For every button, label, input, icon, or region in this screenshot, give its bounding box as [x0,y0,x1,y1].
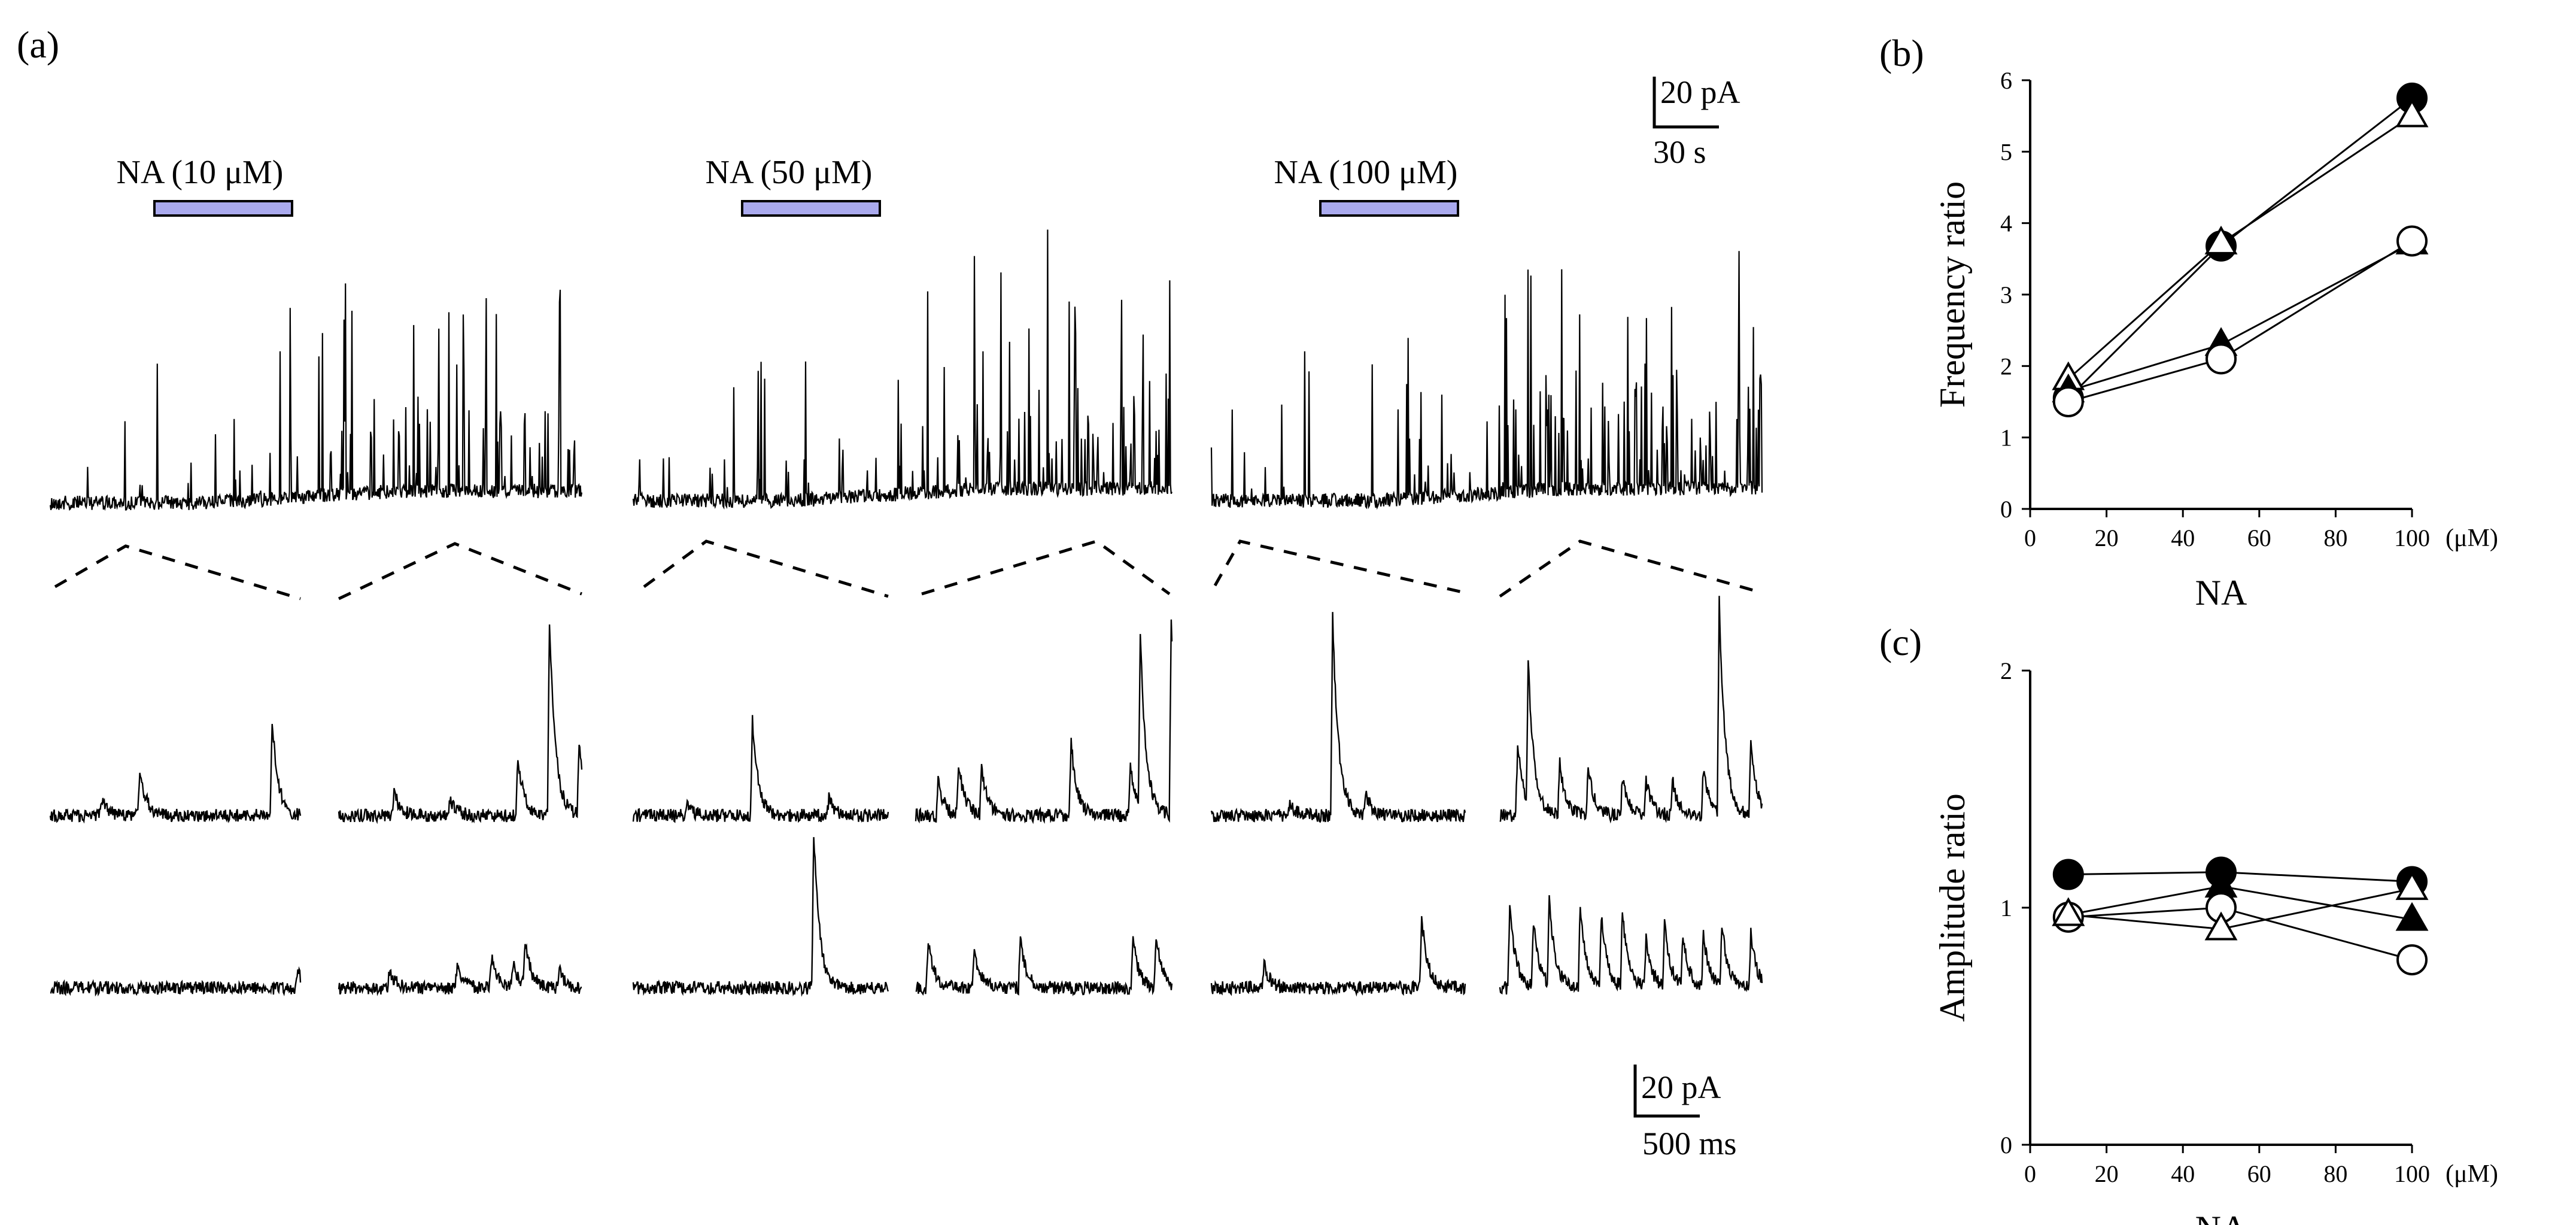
expanded-trace-r2-c4 [915,936,1173,997]
point-open-triangle [2395,98,2429,128]
drug-label-10: NA (10 μM) [117,154,284,191]
bottom-scale-amplitude: 20 pA [1641,1069,1721,1105]
y-tick-label: 2 [2000,657,2012,684]
point-filled-circle [2052,859,2084,890]
x-tick-label: 20 [2095,524,2119,551]
zoom-line-1 [54,544,301,601]
x-tick-label: 40 [2171,524,2195,551]
point-open-triangle [2052,897,2085,926]
expanded-traces [49,596,1763,997]
y-tick-label: 6 [2000,67,2012,94]
top-scale-time: 30 s [1653,134,1706,170]
x-tick-label: 80 [2323,1160,2347,1187]
zoom-line-6 [1499,539,1763,598]
y-tick-label: 1 [2000,895,2012,921]
point-open-triangle [2204,911,2238,941]
series-line-filled-circle [2067,97,2413,399]
y-tick-label: 1 [2000,424,2012,451]
drug-bar-50: NA (50 μM) [706,154,881,217]
point-open-circle [2396,225,2428,257]
y-tick-label: 0 [2000,496,2012,523]
x-tick-label: 80 [2323,524,2347,551]
point-open-circle [2206,343,2237,375]
x-unit-label: (μM) [2446,524,2498,552]
expanded-trace-r1-c6 [1499,596,1763,824]
drug-rect-100 [1319,200,1459,217]
zoom-line-4 [921,539,1171,596]
x-tick-label: 0 [2024,1160,2036,1187]
y-axis-label: Amplitude ratio [1933,793,1972,1022]
x-tick-label: 40 [2171,1160,2195,1187]
bottom-scale-bar: 20 pA 500 ms [1633,1065,1737,1162]
series-line-filled-circle [2068,871,2413,883]
bottom-scale-time: 500 ms [1642,1126,1737,1162]
x-tick-label: 60 [2247,1160,2271,1187]
series-line-filled-triangle [2068,242,2413,392]
expanded-trace-r1-c4 [915,619,1173,824]
x-tick-label: 0 [2024,524,2036,551]
top-scale-bar: 20 pA 30 s [1652,74,1740,170]
zoom-line-3 [643,539,889,598]
expanded-trace-r2-c1 [50,966,302,997]
drug-label-100: NA (100 μM) [1274,154,1458,191]
point-filled-triangle [2395,902,2429,931]
zoom-line-2 [338,542,582,601]
zoom-dashed-lines [54,539,1763,601]
series-line-open-circle [2068,906,2413,961]
expanded-trace-r1-c2 [338,624,583,824]
expanded-trace-r1-c3 [632,715,889,823]
x-tick-label: 100 [2394,524,2430,551]
panel-label-a: (a) [17,23,59,66]
drug-rect-10 [153,200,293,217]
y-axis-label: Frequency ratio [1933,181,1972,408]
x-tick-label: 20 [2095,1160,2119,1187]
top-scale-bar-lines [1652,77,1719,129]
expanded-trace-r1-c1 [49,724,302,824]
y-tick-label: 2 [2000,353,2012,380]
expanded-trace-r1-c5 [1210,612,1466,823]
long-trace-2 [632,229,1173,510]
x-axis-label: NA [2195,573,2247,612]
long-traces [49,229,1763,511]
panel-label-c: (c) [1879,621,1922,663]
series-line-open-triangle [2067,115,2413,380]
drug-bar-100: NA (100 μM) [1274,154,1459,217]
top-scale-amplitude: 20 pA [1660,74,1740,110]
x-unit-label: (μM) [2446,1160,2498,1188]
expanded-trace-r2-c5 [1210,916,1466,997]
x-tick-label: 100 [2394,1160,2430,1187]
series-line-open-circle [2068,240,2413,403]
long-trace-1 [49,283,583,511]
point-open-triangle [2204,225,2238,254]
y-tick-label: 3 [2000,281,2012,308]
expanded-trace-r2-c6 [1499,895,1763,994]
y-tick-label: 4 [2000,210,2012,237]
expanded-trace-r2-c3 [632,837,889,997]
panel-label-b: (b) [1879,32,1924,74]
point-open-circle [2052,386,2084,417]
drug-rect-50 [741,200,881,217]
drug-bar-10: NA (10 μM) [117,154,293,217]
point-open-triangle [2395,871,2429,900]
point-open-circle [2396,944,2428,976]
y-tick-label: 0 [2000,1132,2012,1159]
drug-label-50: NA (50 μM) [706,154,873,191]
x-tick-label: 60 [2247,524,2271,551]
zoom-line-5 [1213,539,1466,595]
y-tick-label: 5 [2000,138,2012,165]
bottom-scale-bar-lines [1633,1065,1700,1118]
long-trace-3 [1210,251,1763,510]
series-line-open-triangle [2068,887,2413,930]
expanded-trace-r2-c2 [338,943,582,996]
x-axis-label: NA [2195,1209,2247,1225]
